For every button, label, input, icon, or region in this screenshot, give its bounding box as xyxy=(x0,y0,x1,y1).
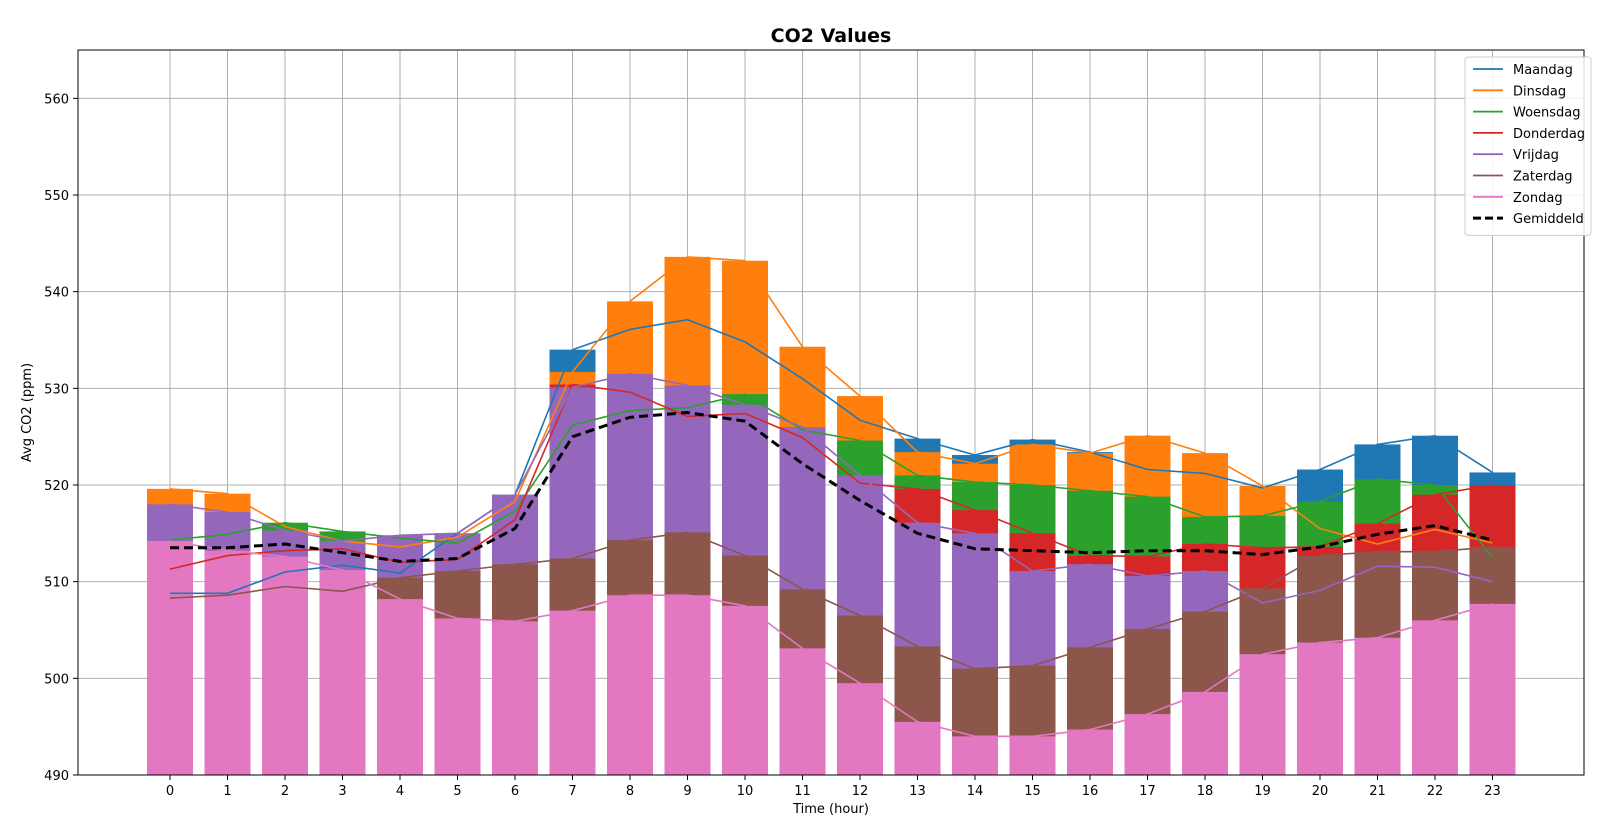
y-tick-label: 500 xyxy=(44,672,69,687)
x-tick-label: 6 xyxy=(511,784,519,799)
x-tick-label: 20 xyxy=(1312,784,1329,799)
x-axis-label: Time (hour) xyxy=(792,802,869,817)
x-tick-label: 15 xyxy=(1024,784,1041,799)
x-tick-label: 12 xyxy=(852,784,869,799)
bar xyxy=(894,721,941,775)
bar xyxy=(1297,642,1343,775)
bar xyxy=(262,556,308,775)
bar xyxy=(147,541,193,775)
bar xyxy=(1469,603,1516,775)
legend-box xyxy=(1464,56,1592,236)
y-tick-label: 520 xyxy=(44,479,69,494)
axis-ticks: 0 1 2 3 4 5 6 7 8 9 10 11 12 13 14 15 16 17 18 19 20 21 22 2349… xyxy=(44,92,1501,799)
y-tick-label: 540 xyxy=(44,286,69,301)
bar xyxy=(952,736,998,775)
x-tick-label: 18 xyxy=(1197,784,1214,799)
legend-label: Zondag xyxy=(1513,191,1563,206)
series-line xyxy=(169,393,1494,558)
x-tick-label: 2 xyxy=(281,784,289,799)
bar xyxy=(204,550,251,775)
legend-label: Maandag xyxy=(1513,63,1573,78)
y-axis-label: Avg CO2 (ppm) xyxy=(20,363,35,462)
legend-label: Vrijdag xyxy=(1513,148,1559,163)
bar xyxy=(607,595,653,775)
x-tick-label: 23 xyxy=(1484,784,1501,799)
x-tick-label: 11 xyxy=(794,784,811,799)
legend-label: Dinsdag xyxy=(1513,84,1566,99)
x-tick-label: 14 xyxy=(967,784,984,799)
x-tick-label: 0 xyxy=(166,784,174,799)
x-tick-label: 3 xyxy=(338,784,346,799)
x-tick-label: 5 xyxy=(453,784,461,799)
bar xyxy=(1182,691,1228,775)
legend-label: Woensdag xyxy=(1513,106,1581,121)
bar xyxy=(1412,620,1458,775)
series-line xyxy=(169,531,1493,670)
legend-label: Donderdag xyxy=(1513,127,1585,142)
legend-label: Gemiddeld xyxy=(1513,212,1584,227)
y-tick-label: 490 xyxy=(44,769,69,784)
stacked-bars xyxy=(147,256,1516,775)
chart-title: CO2 Values xyxy=(771,25,892,47)
bar xyxy=(722,605,768,775)
x-tick-label: 4 xyxy=(396,784,404,799)
bar xyxy=(319,570,366,775)
y-tick-label: 510 xyxy=(44,576,69,591)
x-tick-label: 7 xyxy=(568,784,576,799)
series-line xyxy=(169,372,1493,604)
bar xyxy=(664,595,711,775)
bar xyxy=(1067,729,1113,775)
bar xyxy=(377,599,423,775)
x-tick-label: 19 xyxy=(1254,784,1271,799)
x-tick-label: 1 xyxy=(223,784,231,799)
x-tick-label: 21 xyxy=(1369,784,1386,799)
average-line xyxy=(170,410,1493,563)
x-tick-label: 16 xyxy=(1082,784,1099,799)
plot-frame xyxy=(77,49,1585,776)
series-line xyxy=(169,383,1493,570)
x-tick-label: 13 xyxy=(909,784,926,799)
bar xyxy=(779,648,826,775)
series-line xyxy=(169,256,1493,548)
bar xyxy=(1009,736,1056,775)
bar xyxy=(1124,714,1171,775)
x-tick-label: 9 xyxy=(683,784,691,799)
series-line xyxy=(169,540,1493,738)
x-tick-label: 8 xyxy=(626,784,634,799)
series-line xyxy=(170,318,1493,595)
bar xyxy=(1239,654,1286,775)
x-tick-label: 10 xyxy=(737,784,754,799)
x-tick-label: 17 xyxy=(1139,784,1156,799)
legend-label: Zaterdag xyxy=(1513,170,1573,185)
bar xyxy=(434,618,481,775)
series-lines xyxy=(169,256,1494,738)
y-tick-label: 530 xyxy=(44,382,69,397)
bar xyxy=(492,621,538,775)
y-tick-label: 560 xyxy=(44,92,69,107)
y-tick-label: 550 xyxy=(44,189,69,204)
legend: Maandag Dinsdag Woensdag Donderdag Vrijdag Za… xyxy=(1464,56,1592,236)
bar xyxy=(1354,637,1401,775)
bar xyxy=(549,610,596,775)
x-tick-label: 22 xyxy=(1427,784,1444,799)
bar xyxy=(837,683,883,775)
